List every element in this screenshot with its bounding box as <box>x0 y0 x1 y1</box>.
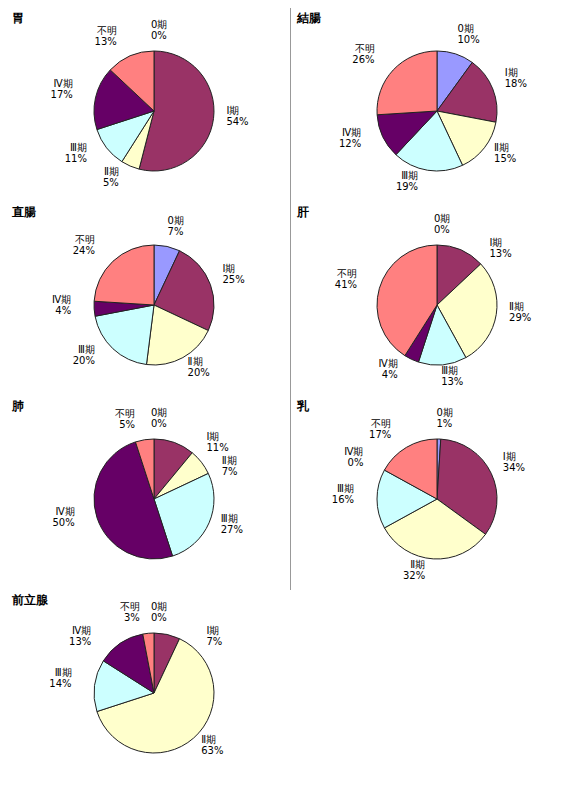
svg-text:Ⅲ期: Ⅲ期 <box>337 483 354 494</box>
svg-text:11%: 11% <box>65 153 87 164</box>
svg-text:13%: 13% <box>95 36 117 47</box>
svg-text:0%: 0% <box>151 612 167 623</box>
svg-text:4%: 4% <box>382 369 398 380</box>
svg-text:7%: 7% <box>206 636 222 647</box>
svg-text:Ⅰ期: Ⅰ期 <box>206 625 219 636</box>
svg-text:Ⅲ期: Ⅲ期 <box>70 142 87 153</box>
svg-text:0期: 0期 <box>168 215 184 226</box>
svg-text:Ⅲ期: Ⅲ期 <box>55 667 72 678</box>
svg-text:41%: 41% <box>335 279 357 290</box>
svg-text:不明: 不明 <box>120 601 140 612</box>
svg-text:不明: 不明 <box>355 43 375 54</box>
svg-text:0期: 0期 <box>151 407 167 418</box>
svg-text:Ⅲ期: Ⅲ期 <box>441 365 458 376</box>
svg-text:Ⅰ期: Ⅰ期 <box>505 67 518 78</box>
svg-text:25%: 25% <box>223 274 245 285</box>
svg-text:0%: 0% <box>151 30 167 41</box>
svg-text:10%: 10% <box>457 34 479 45</box>
svg-text:Ⅲ期: Ⅲ期 <box>78 344 95 355</box>
svg-text:7%: 7% <box>168 226 184 237</box>
svg-text:Ⅲ期: Ⅲ期 <box>221 513 238 524</box>
html-text:前立腺: 前立腺 <box>12 593 48 607</box>
svg-text:0%: 0% <box>434 224 450 235</box>
svg-text:Ⅱ期: Ⅱ期 <box>104 166 119 177</box>
svg-text:Ⅰ期: Ⅰ期 <box>503 451 516 462</box>
svg-text:Ⅰ期: Ⅰ期 <box>206 431 219 442</box>
svg-text:29%: 29% <box>509 312 531 323</box>
svg-text:不明: 不明 <box>371 418 391 429</box>
html-text:肝: 肝 <box>297 205 309 219</box>
svg-text:13%: 13% <box>69 636 91 647</box>
svg-text:Ⅱ期: Ⅱ期 <box>222 455 237 466</box>
html-text:結腸: 結腸 <box>297 11 321 25</box>
svg-text:18%: 18% <box>505 78 527 89</box>
svg-text:Ⅱ期: Ⅱ期 <box>494 142 509 153</box>
svg-text:12%: 12% <box>339 138 361 149</box>
svg-text:Ⅱ期: Ⅱ期 <box>188 356 203 367</box>
svg-text:Ⅳ期: Ⅳ期 <box>55 506 74 517</box>
svg-text:1%: 1% <box>436 418 452 429</box>
svg-text:4%: 4% <box>55 305 71 316</box>
svg-text:5%: 5% <box>103 177 119 188</box>
svg-text:Ⅳ期: Ⅳ期 <box>342 127 361 138</box>
svg-text:34%: 34% <box>503 462 525 473</box>
svg-text:0%: 0% <box>348 457 364 468</box>
svg-text:16%: 16% <box>332 494 354 505</box>
svg-text:不明: 不明 <box>115 408 135 419</box>
svg-text:Ⅱ期: Ⅱ期 <box>410 559 425 570</box>
svg-text:0期: 0期 <box>151 19 167 30</box>
svg-text:63%: 63% <box>201 745 223 756</box>
svg-text:20%: 20% <box>73 355 95 366</box>
svg-text:5%: 5% <box>119 419 135 430</box>
svg-text:17%: 17% <box>369 429 391 440</box>
svg-text:0期: 0期 <box>151 601 167 612</box>
svg-text:Ⅳ期: Ⅳ期 <box>344 446 363 457</box>
html-text:胃: 胃 <box>12 11 24 25</box>
svg-text:Ⅰ期: Ⅰ期 <box>226 105 239 116</box>
svg-text:13%: 13% <box>489 248 511 259</box>
svg-text:54%: 54% <box>226 116 248 127</box>
svg-text:Ⅳ期: Ⅳ期 <box>54 78 73 89</box>
html-text:肺: 肺 <box>12 399 24 413</box>
svg-text:7%: 7% <box>222 466 238 477</box>
svg-text:Ⅱ期: Ⅱ期 <box>509 301 524 312</box>
svg-text:24%: 24% <box>73 245 95 256</box>
svg-text:0期: 0期 <box>436 407 452 418</box>
svg-text:Ⅳ期: Ⅳ期 <box>378 358 397 369</box>
svg-text:19%: 19% <box>396 181 418 192</box>
html-text:直腸: 直腸 <box>12 205 36 219</box>
svg-text:15%: 15% <box>494 153 516 164</box>
svg-text:50%: 50% <box>52 517 74 528</box>
svg-text:Ⅰ期: Ⅰ期 <box>489 237 502 248</box>
svg-text:Ⅳ期: Ⅳ期 <box>72 625 91 636</box>
svg-text:32%: 32% <box>403 570 425 581</box>
svg-text:27%: 27% <box>221 524 243 535</box>
svg-text:26%: 26% <box>352 54 374 65</box>
svg-text:不明: 不明 <box>337 268 357 279</box>
svg-text:11%: 11% <box>206 442 228 453</box>
svg-text:0%: 0% <box>151 418 167 429</box>
svg-text:Ⅳ期: Ⅳ期 <box>52 294 71 305</box>
svg-text:20%: 20% <box>188 367 210 378</box>
svg-text:不明: 不明 <box>97 25 117 36</box>
svg-text:13%: 13% <box>441 376 463 387</box>
svg-text:0期: 0期 <box>434 213 450 224</box>
svg-text:Ⅰ期: Ⅰ期 <box>223 263 236 274</box>
html-text:乳: 乳 <box>297 399 309 413</box>
svg-text:3%: 3% <box>124 612 140 623</box>
svg-text:14%: 14% <box>49 678 71 689</box>
svg-text:Ⅲ期: Ⅲ期 <box>401 170 418 181</box>
svg-text:17%: 17% <box>51 89 73 100</box>
svg-text:不明: 不明 <box>75 234 95 245</box>
svg-text:Ⅱ期: Ⅱ期 <box>201 734 216 745</box>
svg-text:0期: 0期 <box>457 23 473 34</box>
